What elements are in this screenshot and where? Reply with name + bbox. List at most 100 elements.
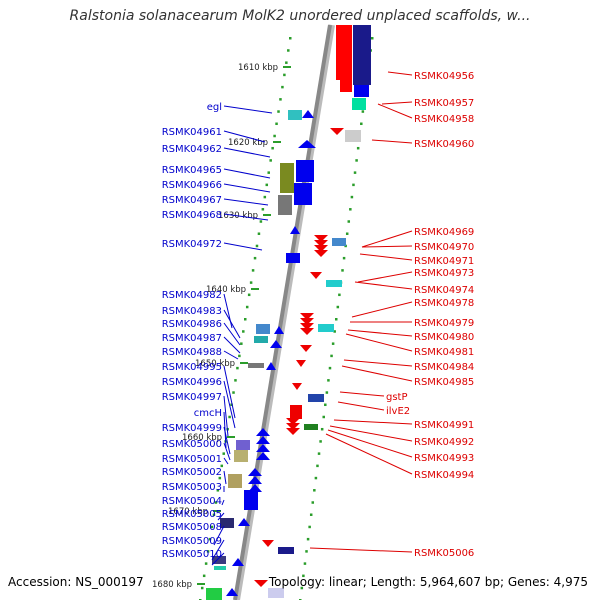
leader-left [223,470,227,485]
ruler-right-dot [303,562,307,565]
kbp-label: 1680 kbp [152,580,192,590]
gene-label-left: RSMK04996 [162,377,222,388]
gene-arrow-down [292,383,302,390]
gene-arrow-down [310,272,322,279]
ruler-right-dot [311,501,315,504]
ruler-right-dot [350,195,354,199]
gene-block [288,110,302,120]
gene-arrow-down [314,235,328,242]
gene-label-left: RSMK05000 [162,439,222,450]
ruler-right-dot [349,208,352,211]
gene-arrow-up [248,468,262,476]
ruler-right-dot [347,220,351,223]
leader-left [223,380,236,429]
gene-block [228,474,242,488]
ruler-left-dot [257,232,261,235]
kbp-label: 1640 kbp [206,285,246,295]
ruler-right-dot [335,318,338,321]
ruler-left-dot [234,379,237,382]
ruler-left-dot [253,256,257,260]
accession-text: Accession: NS_000197 [8,575,144,589]
kbp-label: 1650 kbp [195,359,235,369]
gene-label-right: RSMK04960 [414,139,474,150]
gene-block [353,25,371,85]
leader-right [325,433,413,475]
leader-left [223,322,241,346]
ruler-left-dot [216,489,220,492]
gene-label-left: RSMK04965 [162,165,222,176]
leader-left [223,336,241,354]
ruler-right-dot [308,525,311,529]
gene-label-right: RSMK05006 [414,548,474,559]
gene-block [296,160,314,182]
ruler-left-dot [220,464,224,468]
leader-left [217,512,225,521]
ruler-left-dot [263,195,267,199]
ruler-right-dot [341,269,344,272]
ruler-right-dot [331,342,335,345]
topology-text: Topology: linear; Length: 5,964,607 bp; … [268,575,588,589]
gene-arrow-down [330,128,344,135]
leader-left [223,457,229,465]
gene-arrow-up [266,362,276,370]
ruler-left-dot [273,134,276,138]
gene-label-left: RSMK04966 [162,180,222,191]
leader-left [223,350,239,360]
gene-arrow-down [314,240,328,247]
ruler-left-dot [210,525,214,529]
gene-label-left: RSMK04988 [162,347,222,358]
ruler-right-dot [306,537,310,541]
leader-left [223,168,271,179]
gene-block [290,405,302,419]
gene-block [318,324,334,332]
leader-left [223,105,273,114]
ruler-left-dot [279,98,282,101]
gene-label-right: RSMK04991 [414,420,474,431]
gene-label-left: egl [207,102,222,113]
gene-label-left: RSMK05005 [162,509,222,520]
gene-arrow-down [286,423,300,430]
ruler-right-dot [353,171,357,174]
ruler-left-dot [230,403,233,407]
ruler-left-dot [204,562,208,565]
leader-right [333,419,413,425]
ruler-left-dot [200,586,204,590]
ruler-left-dot [251,269,255,272]
leader-right [377,103,413,119]
ruler-left-dot [265,183,269,187]
ruler-left-dot [259,220,263,223]
gene-arrow-down [300,323,314,330]
gene-labels: egl RSMK04961 RSMK04962 RSMK04965 RSMK04966 R… [162,71,475,560]
gene-label-right: RSMK04969 [414,227,474,238]
ruler-right-dot [319,440,322,443]
gene-label-left: RSMK05010 [162,549,222,560]
gene-block [304,424,318,430]
leader-right [345,333,413,352]
ruler-right-dot [305,550,308,553]
gene-label-left: RSMK04967 [162,195,222,206]
gene-label-left: RSMK04997 [162,392,222,403]
leader-right [381,101,413,105]
ruler-left-dot [271,146,274,150]
gene-label-left: cmcH [194,408,222,419]
gene-block [278,195,292,215]
gene-block [236,440,250,450]
chromosome-backbone [233,24,335,600]
ruler-left-dot [202,574,206,578]
gene-arrow-down [300,345,312,352]
ruler-left-dot [212,513,216,516]
leader-right [337,401,385,411]
leader-left [223,213,269,221]
leader-left [221,499,225,506]
gene-label-left: RSMK04961 [162,127,222,138]
ruler-right-dot [352,183,355,187]
leader-right [329,425,413,442]
gene-label-left: RSMK04982 [162,290,222,301]
backbone-line [233,24,332,600]
ruler-left-dot [281,85,284,89]
ruler-right-dot [333,330,336,333]
gene-arrow-up [256,428,270,436]
gene-label-right: gstP [386,392,408,403]
kbp-label: 1610 kbp [238,63,278,73]
